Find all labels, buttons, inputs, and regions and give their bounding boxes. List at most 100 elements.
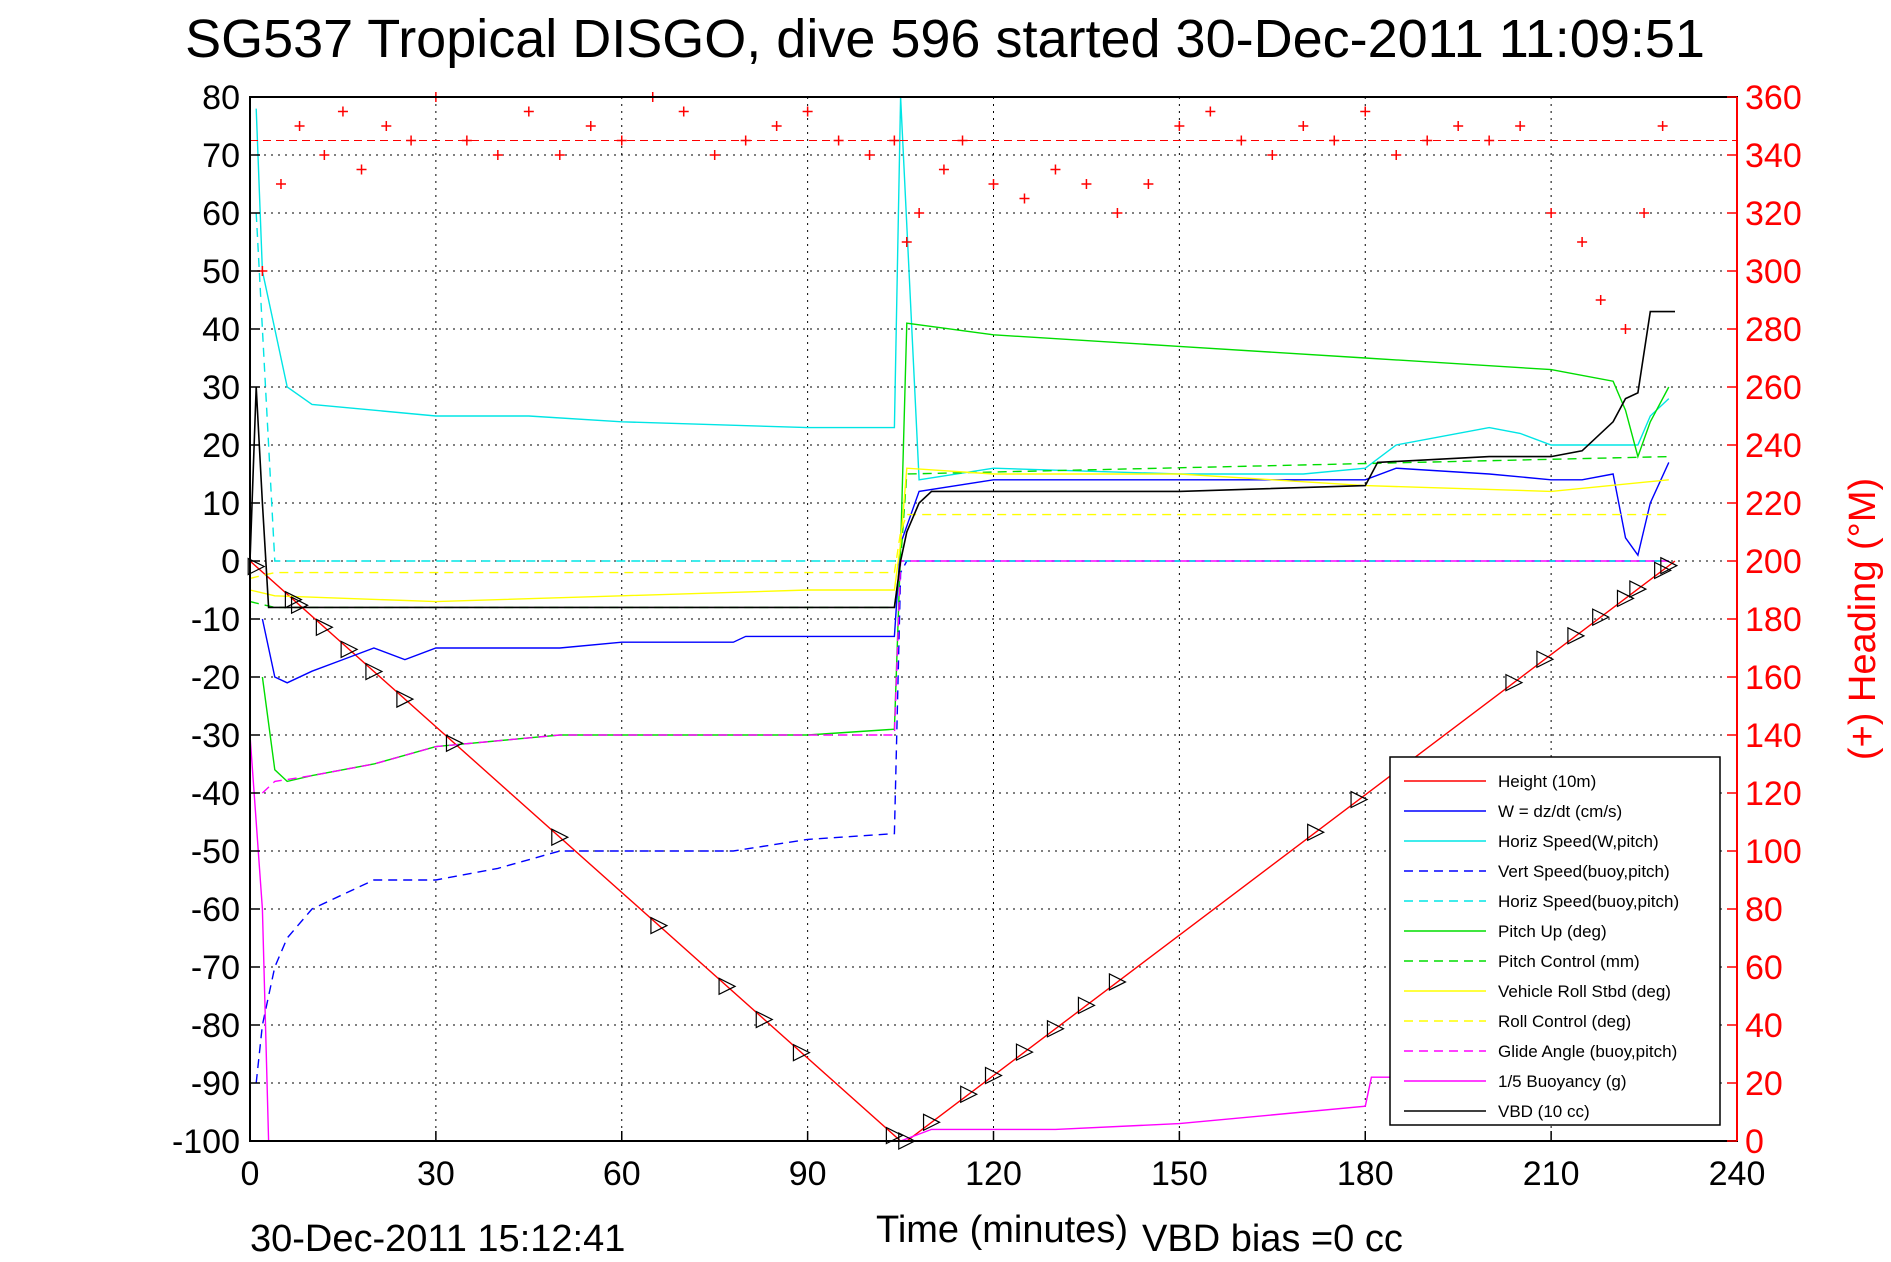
legend-entry: Pitch Up (deg) — [1498, 922, 1607, 941]
height-marker — [1350, 790, 1369, 809]
height-marker — [1536, 650, 1555, 669]
legend-entry: Glide Angle (buoy,pitch) — [1498, 1042, 1677, 1061]
y2-tick-label: 320 — [1745, 195, 1802, 233]
heading-point — [1298, 121, 1309, 131]
heading-point — [678, 106, 689, 117]
series-line-8 — [249, 513, 1669, 580]
heading-point — [492, 150, 503, 160]
y-tick-label: -90 — [191, 1065, 240, 1103]
height-marker — [1015, 1043, 1034, 1062]
height-marker — [396, 690, 415, 709]
x-tick-label: 90 — [789, 1155, 827, 1193]
y2-tick-label: 340 — [1745, 137, 1802, 175]
heading-point — [1453, 121, 1464, 131]
y-tick-label: -50 — [191, 833, 240, 871]
x-axis-label: Time (minutes) — [876, 1209, 1128, 1251]
heading-point — [1112, 208, 1123, 218]
heading-point — [1546, 208, 1557, 218]
height-marker — [792, 1043, 811, 1062]
height-marker — [922, 1113, 941, 1132]
heading-point — [1174, 121, 1185, 131]
y-tick-label: -40 — [191, 775, 240, 813]
y2-tick-label: 220 — [1745, 485, 1802, 523]
height-marker — [650, 916, 669, 935]
x-axis-ticks: 0 30 60 90 120 150 180 210 240 — [241, 1131, 1765, 1193]
height-marker — [1629, 580, 1648, 599]
x-tick-label: 150 — [1151, 1155, 1208, 1193]
y-tick-label: -60 — [191, 891, 240, 929]
y-tick-label: 30 — [202, 369, 240, 407]
height-marker — [445, 734, 464, 753]
series-heading-markers — [250, 92, 1737, 334]
height-marker — [551, 828, 570, 847]
height-marker — [1505, 673, 1524, 692]
series-line-11 — [249, 310, 1675, 609]
y-axis-ticks: 80 70 60 50 40 30 20 10 0 -10 -20 -30 -40 -50 -60 -70 -8… — [172, 79, 260, 1161]
y2-tick-label: 0 — [1745, 1123, 1764, 1161]
height-marker — [1307, 823, 1326, 842]
y-tick-label: 60 — [202, 195, 240, 233]
legend-box — [1389, 756, 1721, 1126]
height-marker — [718, 977, 737, 996]
heading-point — [1143, 179, 1154, 189]
heading-point — [802, 106, 813, 117]
y2-tick-label: 160 — [1745, 659, 1802, 697]
height-marker — [960, 1085, 979, 1104]
series-layer — [247, 92, 1737, 1150]
x-tick-label: 210 — [1523, 1155, 1580, 1193]
y2-tick-label: 360 — [1745, 79, 1802, 117]
y2-tick-label: 180 — [1745, 601, 1802, 639]
legend-entry: 1/5 Buoyancy (g) — [1498, 1072, 1627, 1091]
height-marker — [755, 1010, 774, 1029]
heading-point — [1639, 208, 1650, 218]
heading-point — [1081, 179, 1092, 189]
series-line-4 — [255, 212, 1669, 562]
height-marker — [284, 590, 303, 609]
legend-entry: Horiz Speed(W,pitch) — [1498, 832, 1659, 851]
series-line-2 — [255, 96, 1670, 481]
y2-axis-label: (+) Heading (°M) — [1842, 478, 1884, 760]
height-marker — [1567, 626, 1586, 645]
series-line-6 — [249, 455, 1669, 609]
x-tick-label: 0 — [241, 1155, 260, 1193]
height-marker — [315, 618, 334, 637]
heading-point — [988, 179, 999, 189]
series-line-7 — [249, 467, 1669, 603]
heading-point — [771, 121, 782, 131]
height-marker — [885, 1126, 904, 1145]
heading-point — [356, 164, 367, 175]
legend-entry: Vehicle Roll Stbd (deg) — [1498, 982, 1671, 1001]
height-marker — [1660, 556, 1679, 575]
y2-axis-ticks: 3603403203002802602402202001801601401201… — [1727, 79, 1802, 1161]
x-tick-label: 120 — [965, 1155, 1022, 1193]
y2-tick-label: 60 — [1745, 949, 1783, 987]
y2-tick-label: 120 — [1745, 775, 1802, 813]
heading-point — [1620, 324, 1631, 334]
x-tick-label: 30 — [417, 1155, 455, 1193]
series-line-3 — [255, 560, 1669, 1084]
y2-tick-label: 240 — [1745, 427, 1802, 465]
y-tick-label: -70 — [191, 949, 240, 987]
x-tick-label: 180 — [1337, 1155, 1394, 1193]
height-marker — [1046, 1019, 1065, 1038]
legend-entry: VBD (10 cc) — [1498, 1102, 1590, 1121]
height-marker — [340, 640, 359, 659]
y-tick-label: 0 — [221, 543, 240, 581]
legend-entry: Height (10m) — [1498, 772, 1596, 791]
heading-point — [381, 121, 392, 131]
height-marker — [1654, 561, 1672, 580]
heading-point — [337, 106, 348, 117]
heading-point — [864, 150, 875, 160]
heading-point — [319, 150, 330, 160]
legend: Height (10m) W = dz/dt (cm/s) Horiz Speed(… — [1389, 756, 1721, 1126]
y-tick-label: -10 — [191, 601, 240, 639]
series-line-1 — [261, 462, 1670, 684]
series-line-5 — [261, 322, 1670, 783]
heading-point — [1595, 295, 1606, 305]
y-tick-label: 20 — [202, 427, 240, 465]
height-marker — [1592, 608, 1611, 627]
y-tick-label: -30 — [191, 717, 240, 755]
height-marker — [365, 662, 384, 681]
y2-tick-label: 100 — [1745, 833, 1802, 871]
y2-tick-label: 300 — [1745, 253, 1802, 291]
